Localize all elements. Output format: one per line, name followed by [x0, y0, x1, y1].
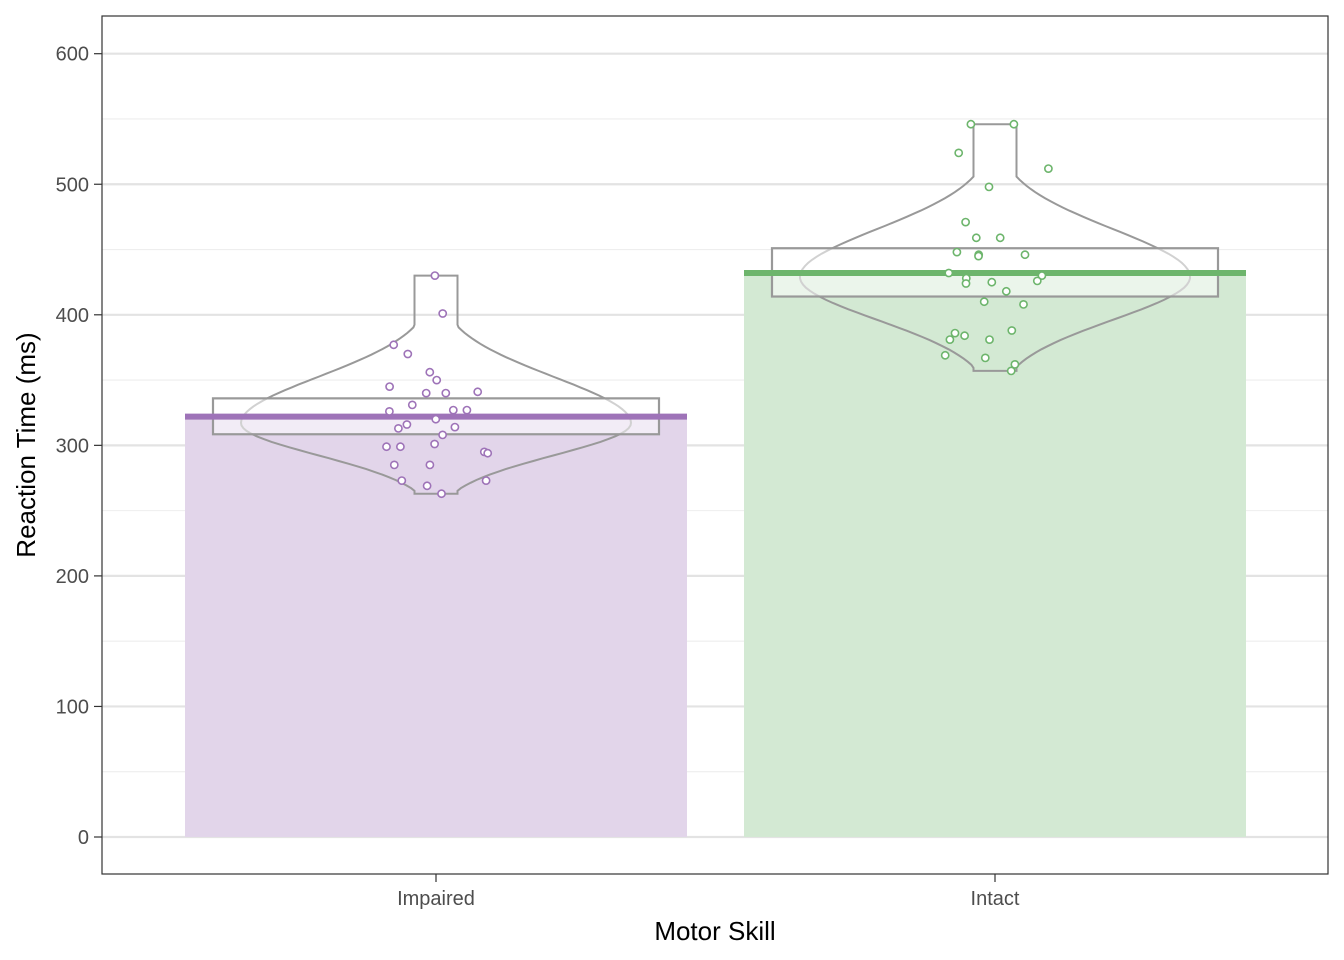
data-point [960, 331, 969, 341]
data-point [450, 422, 460, 432]
data-point [425, 460, 435, 470]
data-point [385, 382, 394, 391]
data-point [432, 375, 442, 385]
data-point [389, 460, 399, 470]
data-point [473, 387, 483, 397]
y-axis: 0 100 200 300 400 500 600 [56, 44, 102, 849]
data-point [945, 335, 955, 344]
data-point [389, 340, 399, 350]
data-point [407, 400, 417, 410]
data-point [438, 309, 448, 318]
data-point [984, 182, 994, 192]
x-tick-label: Impaired [397, 888, 475, 910]
data-point [944, 268, 954, 278]
data-point [985, 335, 994, 344]
data-point [393, 423, 403, 433]
data-point [395, 442, 405, 452]
data-point [397, 476, 407, 485]
data-point [481, 476, 491, 485]
data-point [1007, 326, 1017, 335]
data-point [995, 233, 1005, 243]
data-point [1009, 119, 1019, 129]
data-point [483, 448, 493, 458]
bars [185, 273, 1246, 837]
data-point [422, 481, 432, 491]
data-point [979, 297, 989, 307]
data-point [1020, 250, 1030, 260]
y-tick-label: 500 [56, 174, 89, 196]
y-tick-label: 200 [56, 566, 89, 588]
data-point [402, 420, 412, 429]
data-point [987, 277, 997, 287]
data-point [1032, 276, 1042, 286]
data-point [980, 353, 990, 363]
x-axis-title: Motor Skill [654, 916, 775, 946]
data-point [1001, 286, 1011, 296]
data-point [403, 349, 413, 359]
data-point [384, 406, 394, 416]
data-point [382, 442, 391, 452]
data-point [954, 148, 964, 158]
y-tick-label: 0 [78, 827, 89, 849]
data-point [441, 388, 451, 398]
data-point [966, 119, 976, 129]
data-point [1019, 299, 1028, 309]
data-point [430, 439, 439, 449]
data-point [425, 367, 435, 377]
y-axis-title: Reaction Time (ms) [11, 332, 41, 557]
data-point [950, 328, 960, 338]
data-point [1006, 366, 1016, 376]
data-point [431, 414, 441, 424]
x-tick-label: Intact [971, 888, 1020, 910]
data-point [1010, 359, 1020, 369]
data-point [971, 233, 981, 243]
data-point [430, 271, 440, 280]
y-tick-label: 300 [56, 435, 89, 457]
data-point [421, 388, 431, 398]
data-point [1037, 271, 1047, 280]
data-point [974, 251, 983, 261]
data-point [940, 350, 950, 360]
data-points [382, 119, 1053, 499]
data-point [462, 405, 472, 415]
y-tick-label: 600 [56, 44, 89, 66]
data-point [438, 430, 447, 440]
y-tick-label: 400 [56, 305, 89, 327]
x-axis: Impaired Intact [397, 874, 1020, 910]
bar [744, 273, 1246, 837]
data-point [952, 247, 962, 257]
y-tick-label: 100 [56, 696, 89, 718]
data-point [448, 405, 458, 415]
data-point [437, 489, 446, 499]
data-point [961, 279, 971, 288]
data-point [961, 217, 970, 227]
bar [185, 416, 687, 837]
data-point [1044, 164, 1053, 173]
